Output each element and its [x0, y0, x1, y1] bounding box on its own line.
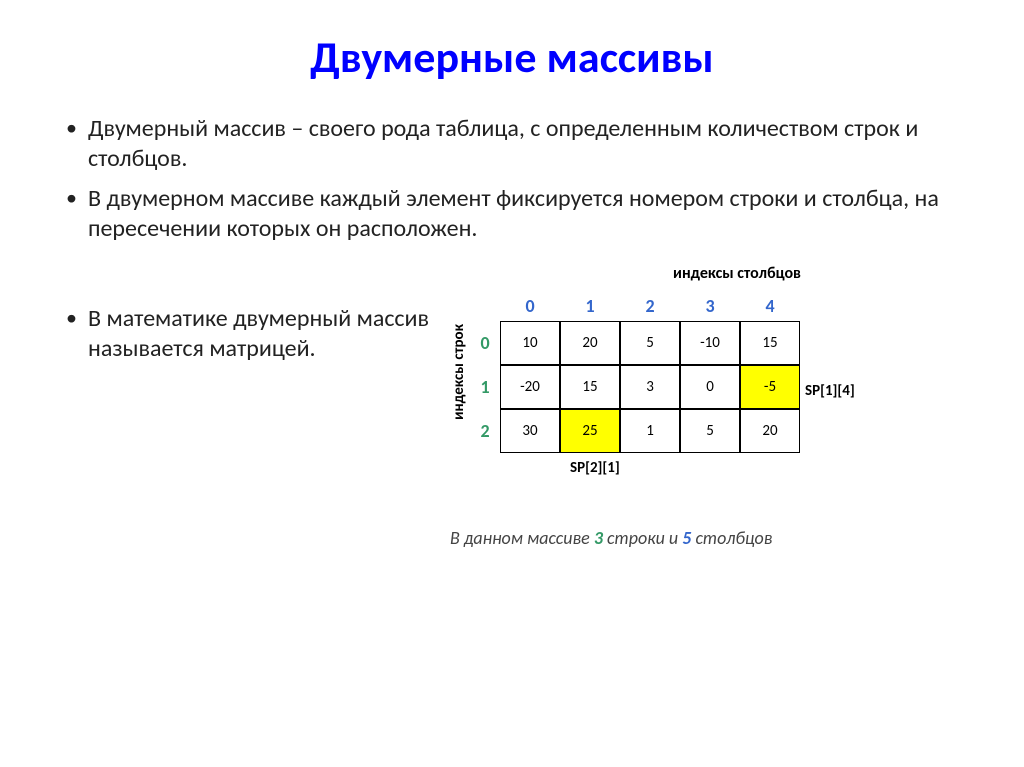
cell: 15 — [560, 365, 620, 409]
left-bullets: В математике двумерный массив называется… — [60, 304, 430, 364]
caption: В данном массиве 3 строки и 5 столбцов — [450, 527, 964, 549]
annotation-right: SP[1][4] — [805, 382, 855, 400]
caption-prefix: В данном массиве — [450, 527, 594, 549]
cell: 20 — [740, 409, 800, 453]
cell-highlighted: 25 — [560, 409, 620, 453]
cell: 10 — [500, 321, 560, 365]
annotation-bottom: SP[2][1] — [570, 459, 964, 477]
col-header-label: индексы столбцов — [510, 264, 964, 283]
col-idx: 3 — [680, 291, 740, 321]
row-header-label: индексы строк — [450, 324, 468, 420]
col-idx: 2 — [620, 291, 680, 321]
row-idx: 2 — [476, 420, 500, 442]
row-idx: 1 — [476, 376, 500, 398]
caption-cols-n: 5 — [682, 527, 691, 549]
matrix-row: 1 -20 15 3 0 -5 — [476, 365, 800, 409]
col-idx: 1 — [560, 291, 620, 321]
cell: -20 — [500, 365, 560, 409]
cell: -10 — [680, 321, 740, 365]
cell: 5 — [620, 321, 680, 365]
matrix-row: 2 30 25 1 5 20 — [476, 409, 800, 453]
caption-rows-n: 3 — [594, 527, 603, 549]
cell: 20 — [560, 321, 620, 365]
col-indices: 0 1 2 3 4 — [500, 291, 800, 321]
main-bullets: Двумерный массив – своего рода таблица, … — [60, 114, 964, 244]
bullet-item: Двумерный массив – своего рода таблица, … — [60, 114, 964, 174]
cell: 30 — [500, 409, 560, 453]
matrix-row: 0 10 20 5 -10 15 — [476, 321, 800, 365]
caption-suffix: столбцов — [691, 527, 772, 549]
cell: 0 — [680, 365, 740, 409]
cell: 15 — [740, 321, 800, 365]
cell: 3 — [620, 365, 680, 409]
cell-highlighted: -5 — [740, 365, 800, 409]
bullet-item: В математике двумерный массив называется… — [60, 304, 430, 364]
bullet-item: В двумерном массиве каждый элемент фикси… — [60, 184, 964, 244]
cell: 5 — [680, 409, 740, 453]
cell: 1 — [620, 409, 680, 453]
col-idx: 4 — [740, 291, 800, 321]
matrix-figure: индексы столбцов индексы строк 0 1 2 3 4… — [430, 264, 964, 549]
caption-mid: строки и — [603, 527, 682, 549]
page-title: Двумерные массивы — [60, 30, 964, 84]
row-idx: 0 — [476, 332, 500, 354]
col-idx: 0 — [500, 291, 560, 321]
